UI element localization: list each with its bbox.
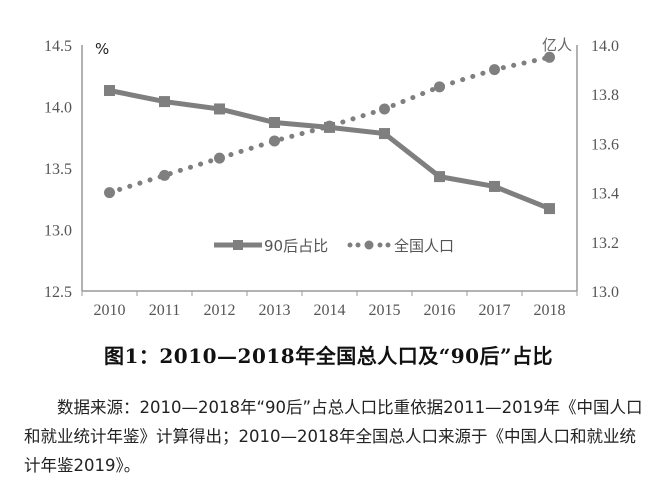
circle-marker (434, 81, 445, 93)
legend-item-population: 全国人口 (347, 237, 454, 255)
y-tick-right: 14.0 (591, 38, 619, 55)
axes (81, 45, 578, 296)
right-axis-unit: 亿人 (542, 36, 572, 54)
dual-axis-line-chart: 14.5 14.0 13.5 13.0 12.5 14.0 13.8 13.6 13.4 13.… (44, 36, 619, 319)
circle-marker-icon (364, 240, 374, 250)
square-marker (434, 171, 445, 183)
y-tick-right: 13.0 (591, 284, 619, 301)
circle-marker (269, 135, 280, 147)
circle-marker (379, 103, 390, 115)
square-marker (214, 103, 225, 115)
x-tick: 2011 (149, 302, 180, 319)
left-y-axis-ticks: 14.5 14.0 13.5 13.0 12.5 (44, 38, 72, 301)
circle-marker (214, 152, 225, 164)
figure-caption: 图1：2010—2018年全国总人口及“90后”占比 (103, 344, 554, 368)
x-tick: 2014 (314, 302, 346, 319)
x-tick: 2010 (94, 302, 126, 319)
legend-label-90s: 90后占比 (264, 237, 328, 255)
y-tick-right: 13.2 (591, 235, 619, 252)
square-marker-icon (233, 240, 243, 250)
square-marker (269, 116, 280, 128)
left-axis-unit: % (95, 40, 109, 58)
x-tick: 2016 (424, 302, 456, 319)
y-tick-right: 13.8 (591, 87, 619, 104)
legend-item-90s-share: 90后占比 (214, 237, 328, 255)
circle-marker (544, 51, 555, 63)
square-marker (489, 180, 500, 192)
square-marker (544, 203, 555, 215)
y-tick-left: 13.0 (44, 223, 72, 240)
x-tick: 2012 (204, 302, 236, 319)
x-tick: 2015 (369, 302, 401, 319)
y-tick-left: 14.0 (44, 100, 72, 117)
circle-marker (159, 169, 170, 181)
legend: 90后占比 全国人口 (214, 237, 454, 255)
y-tick-right: 13.6 (591, 136, 619, 153)
right-y-axis-ticks: 14.0 13.8 13.6 13.4 13.2 13.0 (591, 38, 619, 301)
y-tick-left: 13.5 (44, 161, 72, 178)
x-tick: 2017 (479, 302, 511, 319)
x-tick: 2018 (534, 302, 566, 319)
y-tick-left: 14.5 (44, 38, 72, 55)
y-tick-right: 13.4 (591, 186, 619, 203)
series-total-population (104, 51, 555, 199)
circle-marker (104, 187, 115, 199)
y-tick-left: 12.5 (44, 284, 72, 301)
square-marker (159, 96, 170, 108)
source-note: 数据来源：2010—2018年“90后”占总人口比重依据2011—2019年《中… (24, 398, 643, 475)
circle-marker (489, 64, 500, 76)
x-axis-ticks: 2010 2011 2012 2013 2014 2015 2016 2017 2018 (94, 302, 566, 319)
x-tick: 2013 (259, 302, 291, 319)
square-marker (379, 128, 390, 140)
square-marker (104, 85, 115, 97)
circle-marker (324, 120, 335, 132)
legend-label-population: 全国人口 (394, 237, 454, 255)
series-90s-share (104, 85, 555, 215)
